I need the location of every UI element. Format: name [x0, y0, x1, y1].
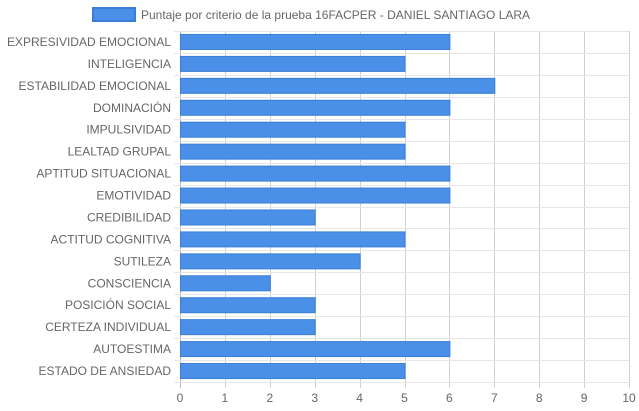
x-axis-labels: 0 1 2 3 4 5 6 7 8 9 10: [177, 391, 636, 405]
bar[interactable]: [180, 165, 451, 182]
bar[interactable]: [180, 231, 406, 248]
x-tick-label: 1: [222, 391, 229, 405]
bar[interactable]: [180, 297, 316, 314]
y-tick-label: ESTABILIDAD EMOCIONAL: [19, 79, 172, 93]
y-tick-label: LEALTAD GRUPAL: [68, 145, 172, 159]
x-tick-label: 6: [446, 391, 453, 405]
y-tick-label: CONSCIENCIA: [88, 276, 171, 290]
y-tick-label: CREDIBILIDAD: [87, 210, 171, 224]
bars: [180, 33, 496, 380]
bar[interactable]: [180, 187, 451, 204]
legend-label: Puntaje por criterio de la prueba 16FACP…: [141, 8, 530, 22]
bar[interactable]: [180, 363, 406, 380]
bar[interactable]: [180, 99, 451, 116]
bar[interactable]: [180, 143, 406, 160]
y-tick-label: EXPRESIVIDAD EMOCIONAL: [7, 35, 171, 49]
bar[interactable]: [180, 319, 316, 336]
bar[interactable]: [180, 253, 361, 270]
y-tick-label: POSICIÓN SOCIAL: [65, 297, 171, 312]
x-tick-label: 9: [581, 391, 588, 405]
y-tick-label: SUTILEZA: [114, 254, 171, 268]
y-axis-labels: EXPRESIVIDAD EMOCIONAL INTELIGENCIA ESTABI…: [7, 35, 171, 378]
bar[interactable]: [180, 121, 406, 138]
x-tick-label: 7: [491, 391, 498, 405]
x-tick-label: 3: [311, 391, 318, 405]
bar[interactable]: [180, 209, 316, 226]
legend-swatch: [92, 7, 136, 22]
x-tick-label: 8: [536, 391, 543, 405]
x-tick-label: 0: [177, 391, 184, 405]
y-tick-label: CERTEZA INDIVIDUAL: [45, 320, 171, 334]
bar[interactable]: [180, 341, 451, 358]
y-tick-label: ACTITUD COGNITIVA: [51, 232, 171, 246]
bar[interactable]: [180, 275, 271, 292]
y-tick-label: AUTOESTIMA: [93, 342, 171, 356]
bar[interactable]: [180, 77, 496, 94]
y-tick-label: EMOTIVIDAD: [96, 189, 171, 203]
y-tick-label: INTELIGENCIA: [88, 57, 171, 71]
y-tick-label: DOMINACIÓN: [93, 100, 171, 115]
x-tick-label: 4: [356, 391, 363, 405]
x-tick-label: 2: [266, 391, 273, 405]
x-tick-label: 5: [401, 391, 408, 405]
y-tick-label: ESTADO DE ANSIEDAD: [39, 364, 172, 378]
y-tick-label: IMPULSIVIDAD: [86, 123, 171, 137]
legend[interactable]: Puntaje por criterio de la prueba 16FACP…: [92, 7, 530, 22]
x-tick-label: 10: [622, 391, 636, 405]
bar[interactable]: [180, 55, 406, 72]
bar[interactable]: [180, 33, 451, 50]
y-tick-label: APTITUD SITUACIONAL: [36, 167, 171, 181]
